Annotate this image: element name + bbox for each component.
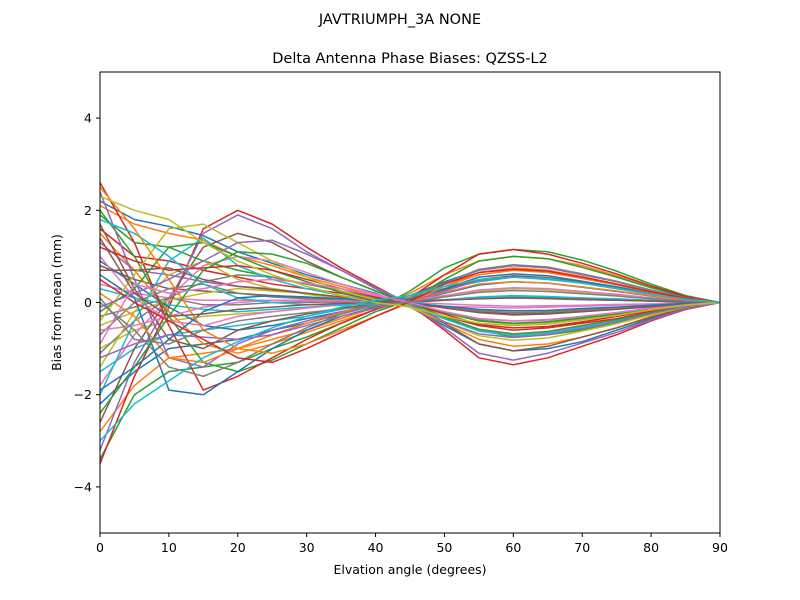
y-tick-label: 4 (84, 111, 92, 126)
series-line-50 (100, 276, 720, 442)
chart-title: Delta Antenna Phase Biases: QZSS-L2 (272, 51, 547, 67)
x-tick-label: 40 (368, 540, 384, 555)
series-line-30 (100, 237, 720, 396)
x-tick-label: 80 (643, 540, 659, 555)
series-layer (100, 182, 720, 465)
y-axis: −4 −2 0 2 4 (74, 111, 100, 494)
series-line-45 (100, 239, 720, 339)
x-axis: 0 10 20 30 40 50 60 70 80 90 (96, 533, 728, 555)
series-line-38 (100, 263, 720, 378)
series-line-49 (100, 195, 720, 327)
x-tick-label: 60 (505, 540, 521, 555)
y-axis-label: Bias from mean (mm) (49, 234, 64, 371)
series-line-12 (100, 255, 720, 433)
y-tick-label: −2 (74, 387, 92, 402)
x-tick-label: 50 (436, 540, 452, 555)
series-line-31 (100, 273, 720, 396)
x-tick-label: 30 (299, 540, 315, 555)
y-tick-label: 0 (84, 295, 92, 310)
x-tick-label: 20 (230, 540, 246, 555)
y-tick-label: −4 (74, 479, 92, 494)
x-tick-label: 0 (96, 540, 104, 555)
y-tick-label: 2 (84, 203, 92, 218)
x-axis-label: Elvation angle (degrees) (333, 562, 486, 577)
x-tick-label: 10 (161, 540, 177, 555)
figure-suptitle: JAVTRIUMPH_3A NONE (318, 12, 481, 28)
series-line-48 (100, 289, 720, 345)
x-tick-label: 70 (574, 540, 590, 555)
x-tick-label: 90 (712, 540, 728, 555)
